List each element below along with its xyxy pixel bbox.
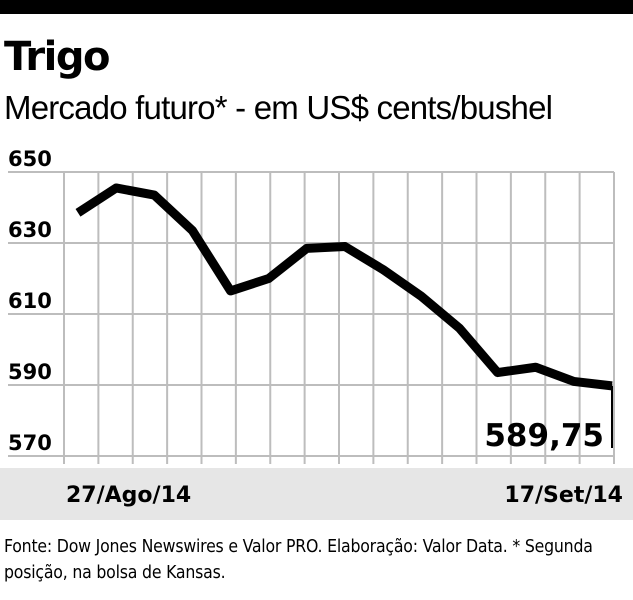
y-axis: 650 630 610 590 570 — [8, 150, 52, 455]
y-tick-label: 570 — [8, 431, 52, 455]
chart-area: 650 630 610 590 570 27/Ago/14 17/Set/14 589,… — [0, 150, 633, 520]
y-tick-label: 590 — [8, 360, 52, 384]
y-tick-label: 610 — [8, 289, 52, 313]
grid — [8, 171, 615, 464]
x-tick-label-start: 27/Ago/14 — [66, 483, 191, 508]
chart-title: Trigo — [4, 34, 110, 80]
x-axis-band — [0, 468, 633, 520]
chart-subtitle: Mercado futuro* - em US$ cents/bushel — [4, 89, 553, 126]
y-tick-label: 650 — [8, 150, 52, 171]
top-rule — [0, 0, 633, 14]
x-tick-label-end: 17/Set/14 — [504, 483, 623, 508]
series-layer — [75, 183, 613, 448]
source-note: Fonte: Dow Jones Newswires e Valor PRO. … — [4, 537, 593, 583]
y-tick-label: 630 — [8, 218, 52, 242]
last-value-label: 589,75 — [484, 418, 604, 454]
series-line — [75, 183, 613, 391]
